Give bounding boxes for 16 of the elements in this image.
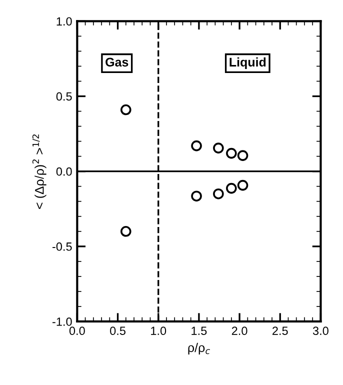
- x-tick-label: 2.0: [232, 326, 248, 336]
- y-tick-label: -1.0: [52, 318, 72, 326]
- x-tick-label: 1.5: [192, 326, 207, 336]
- y-axis-title: < (Δρ/ρ)$^{2}$ >$^{1/2}$: [32, 134, 46, 209]
- annotation: Gas: [106, 58, 128, 67]
- y-tick-label: 0.0: [56, 167, 72, 176]
- y-tick-label: 0.5: [56, 92, 72, 101]
- x-tick-label: 0.5: [110, 326, 126, 336]
- y-tick-label: 1.0: [56, 17, 72, 26]
- x-tick-label: 2.5: [272, 326, 288, 336]
- annotation: Liquid: [230, 57, 266, 70]
- x-tick-label: 1.0: [151, 326, 166, 336]
- x-tick-label: 0.0: [69, 326, 85, 336]
- x-axis-title: ρ/ρ$_{c}$: [188, 342, 210, 355]
- x-tick-label: 3.0: [312, 326, 328, 336]
- y-tick-label: -0.5: [52, 242, 72, 251]
